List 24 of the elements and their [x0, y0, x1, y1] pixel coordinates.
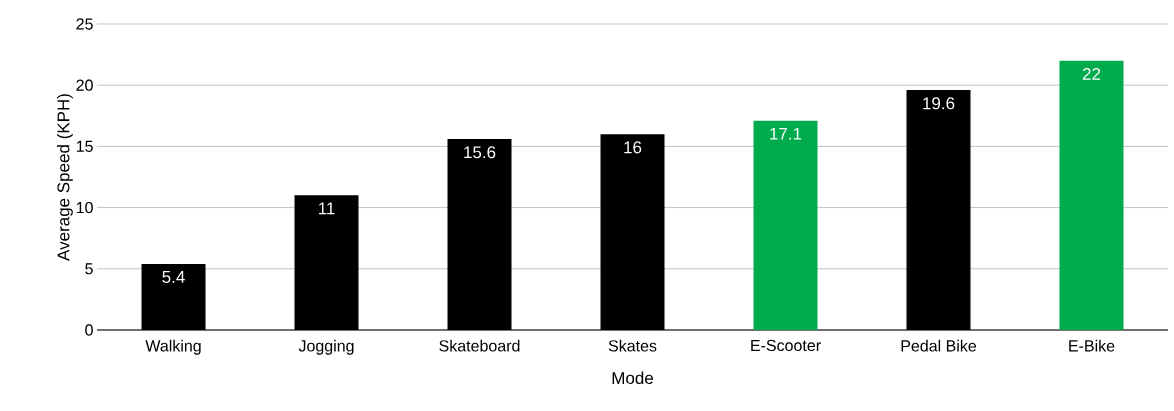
data-label: 22 [1082, 67, 1101, 80]
data-label: 17.1 [770, 127, 802, 140]
y-tick-label: 25 [76, 18, 93, 30]
y-axis-title: Average Speed (KPH) [56, 94, 73, 261]
data-label: 19.6 [923, 97, 955, 110]
y-tick-label: 15 [76, 140, 93, 152]
x-tick-label: Walking [145, 339, 201, 355]
x-axis-title: Mode [612, 371, 654, 385]
x-tick-label: Skateboard [439, 339, 520, 352]
bar [1059, 60, 1124, 330]
bar [753, 120, 818, 330]
y-tick-label: 5 [85, 263, 93, 275]
x-tick-label: Skates [608, 339, 657, 352]
x-tick-label: E-Bike [1069, 339, 1115, 352]
data-label: 16 [624, 141, 642, 154]
x-tick-label: Jogging [298, 339, 354, 355]
y-tick-label: 10 [76, 201, 93, 214]
x-tick-label: E-Scooter [751, 339, 821, 352]
x-tick-label: Pedal Bike [901, 339, 977, 352]
data-label: 15.6 [464, 146, 496, 159]
y-tick-label: 0 [85, 324, 93, 336]
y-tick-label: 20 [76, 79, 93, 91]
data-label: 11 [318, 202, 335, 215]
data-label: 5.4 [162, 271, 185, 283]
